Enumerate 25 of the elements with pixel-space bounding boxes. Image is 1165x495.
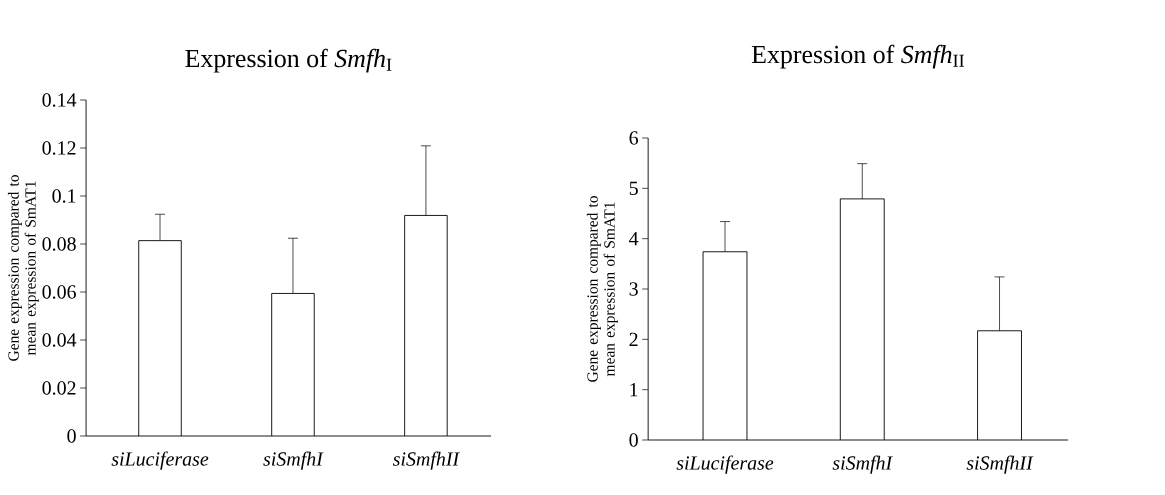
y-tick-label: 0.12 [42,141,76,155]
y-tick-label: 2 [629,332,638,346]
x-tick-label: siSmfhI [832,455,893,474]
y-tick-label: 0.06 [42,285,76,299]
y-tick-label: 3 [629,282,638,296]
y-tick-label: 0.1 [52,189,76,203]
chart-title: Expression of Smfh$_{I}$ [185,48,392,73]
y-tick-label: 0 [629,433,638,447]
chart-title: Expression of Smfh$_{II}$ [751,44,965,69]
x-tick-label: siSmfhII [392,451,460,470]
y-tick-label: 0 [67,429,76,443]
y-tick-label: 0.04 [42,333,77,347]
y-tick-label: 1 [630,383,638,397]
y-axis-title: Gene expression compared to mean expression of SmAT1 [586,196,618,382]
y-tick-label: 6 [629,131,639,145]
y-tick-label: 0.02 [42,381,76,395]
y-axis-title: Gene expression compared to mean expression of SmAT1 [7,175,39,361]
y-tick-label: 0.08 [42,237,76,251]
y-tick-label: 4 [629,232,639,246]
y-tick-label: 5 [629,181,638,195]
y-tick-label: 0.14 [42,93,77,107]
x-tick-label: siLuciferase [111,451,209,470]
x-tick-label: siSmfhII [966,455,1034,474]
x-tick-label: siLuciferase [676,455,774,474]
x-tick-label: siSmfhI [263,451,324,470]
